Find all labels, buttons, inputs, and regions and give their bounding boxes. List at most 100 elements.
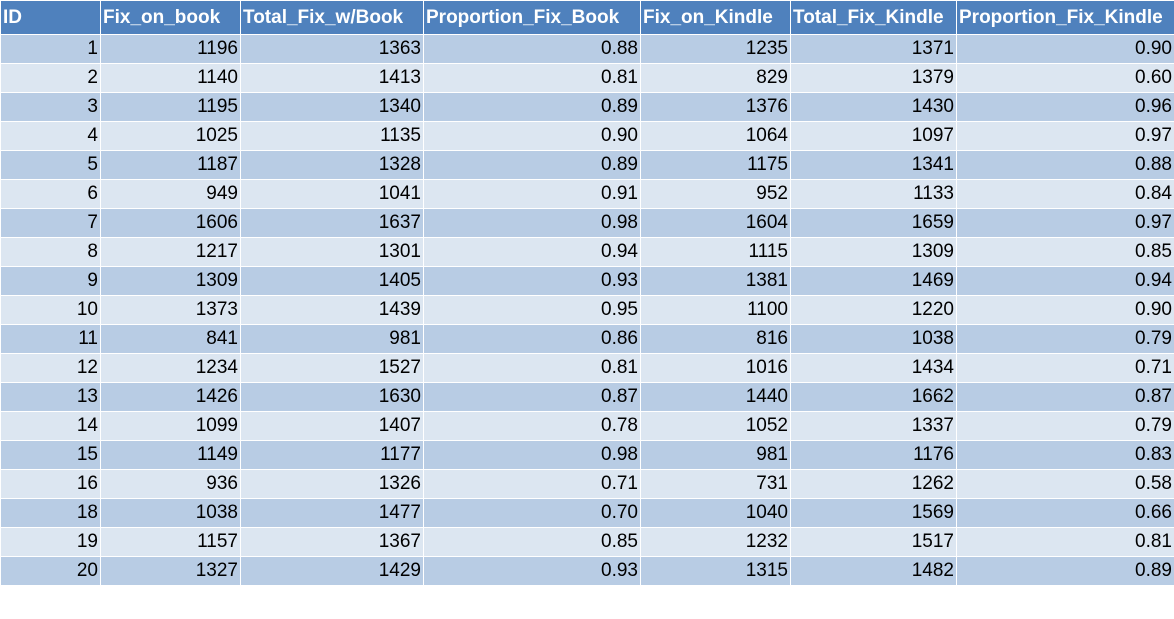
table-cell: 2 xyxy=(0,63,101,93)
table-cell: 14 xyxy=(0,411,101,441)
table-cell: 1135 xyxy=(240,121,424,151)
table-cell: 6 xyxy=(0,179,101,209)
table-cell: 1301 xyxy=(240,237,424,267)
table-cell: 1025 xyxy=(100,121,241,151)
table-cell: 1376 xyxy=(640,92,791,122)
table-cell: 1115 xyxy=(640,237,791,267)
table-cell: 1097 xyxy=(790,121,957,151)
header-cell: Fix_on_Kindle xyxy=(640,0,791,35)
table-cell: 1175 xyxy=(640,150,791,180)
table-cell: 1430 xyxy=(790,92,957,122)
header-cell: Proportion_Fix_Book xyxy=(423,0,641,35)
table-cell: 0.85 xyxy=(423,527,641,557)
table-cell: 949 xyxy=(100,179,241,209)
table-cell: 0.88 xyxy=(956,150,1174,180)
table-cell: 0.89 xyxy=(956,556,1174,586)
table-cell: 1604 xyxy=(640,208,791,238)
table-cell: 0.93 xyxy=(423,266,641,296)
table-cell: 0.70 xyxy=(423,498,641,528)
table-cell: 1149 xyxy=(100,440,241,470)
table-cell: 1569 xyxy=(790,498,957,528)
table-cell: 0.98 xyxy=(423,440,641,470)
table-cell: 0.93 xyxy=(423,556,641,586)
table-cell: 0.66 xyxy=(956,498,1174,528)
table-row: 10 1373 1439 0.95 1100 1220 0.90 xyxy=(0,295,1174,325)
table-cell: 1328 xyxy=(240,150,424,180)
table-cell: 1040 xyxy=(640,498,791,528)
table-cell: 11 xyxy=(0,324,101,354)
table-row: 14 1099 1407 0.78 1052 1337 0.79 xyxy=(0,411,1174,441)
table-row: 7 1606 1637 0.98 1604 1659 0.97 xyxy=(0,208,1174,238)
table-cell: 0.97 xyxy=(956,208,1174,238)
table-cell: 731 xyxy=(640,469,791,499)
table-row: 15 1149 1177 0.98 981 1176 0.83 xyxy=(0,440,1174,470)
table-cell: 1232 xyxy=(640,527,791,557)
table-row: 1 1196 1363 0.88 1235 1371 0.90 xyxy=(0,34,1174,64)
table-cell: 1326 xyxy=(240,469,424,499)
table-cell: 0.71 xyxy=(956,353,1174,383)
table-cell: 1038 xyxy=(790,324,957,354)
table-cell: 1234 xyxy=(100,353,241,383)
header-cell: ID xyxy=(0,0,101,35)
table-cell: 1379 xyxy=(790,63,957,93)
table-cell: 12 xyxy=(0,353,101,383)
table-cell: 1038 xyxy=(100,498,241,528)
table-cell: 0.87 xyxy=(956,382,1174,412)
table-cell: 0.97 xyxy=(956,121,1174,151)
table-row: 5 1187 1328 0.89 1175 1341 0.88 xyxy=(0,150,1174,180)
table-cell: 0.78 xyxy=(423,411,641,441)
table-row: 2 1140 1413 0.81 829 1379 0.60 xyxy=(0,63,1174,93)
table-row: 3 1195 1340 0.89 1376 1430 0.96 xyxy=(0,92,1174,122)
table-cell: 9 xyxy=(0,266,101,296)
table-cell: 1517 xyxy=(790,527,957,557)
table-cell: 1373 xyxy=(100,295,241,325)
table-cell: 7 xyxy=(0,208,101,238)
table-cell: 0.58 xyxy=(956,469,1174,499)
table-cell: 1099 xyxy=(100,411,241,441)
table-cell: 0.98 xyxy=(423,208,641,238)
table-cell: 0.96 xyxy=(956,92,1174,122)
table-cell: 0.89 xyxy=(423,150,641,180)
table-cell: 1 xyxy=(0,34,101,64)
table-cell: 0.79 xyxy=(956,411,1174,441)
table-cell: 1407 xyxy=(240,411,424,441)
table-cell: 1064 xyxy=(640,121,791,151)
table-cell: 981 xyxy=(640,440,791,470)
table-cell: 1133 xyxy=(790,179,957,209)
table-cell: 1662 xyxy=(790,382,957,412)
table-row: 13 1426 1630 0.87 1440 1662 0.87 xyxy=(0,382,1174,412)
header-cell: Proportion_Fix_Kindle xyxy=(956,0,1174,35)
table-cell: 952 xyxy=(640,179,791,209)
table-cell: 20 xyxy=(0,556,101,586)
table-cell: 0.87 xyxy=(423,382,641,412)
table-cell: 1309 xyxy=(790,237,957,267)
table-cell: 1315 xyxy=(640,556,791,586)
table-cell: 8 xyxy=(0,237,101,267)
table-cell: 1196 xyxy=(100,34,241,64)
table-cell: 1371 xyxy=(790,34,957,64)
table-row: 11 841 981 0.86 816 1038 0.79 xyxy=(0,324,1174,354)
table-cell: 1477 xyxy=(240,498,424,528)
table-cell: 1176 xyxy=(790,440,957,470)
table-cell: 0.95 xyxy=(423,295,641,325)
table-cell: 1220 xyxy=(790,295,957,325)
table-cell: 1157 xyxy=(100,527,241,557)
table-row: 18 1038 1477 0.70 1040 1569 0.66 xyxy=(0,498,1174,528)
table-row: 16 936 1326 0.71 731 1262 0.58 xyxy=(0,469,1174,499)
data-table: ID Fix_on_book Total_Fix_w/Book Proportion_… xyxy=(0,0,1174,586)
table-cell: 1195 xyxy=(100,92,241,122)
table-cell: 0.81 xyxy=(423,63,641,93)
table-row: 4 1025 1135 0.90 1064 1097 0.97 xyxy=(0,121,1174,151)
table-cell: 13 xyxy=(0,382,101,412)
table-cell: 0.94 xyxy=(423,237,641,267)
table-cell: 0.83 xyxy=(956,440,1174,470)
table-cell: 1217 xyxy=(100,237,241,267)
table-cell: 0.85 xyxy=(956,237,1174,267)
table-cell: 981 xyxy=(240,324,424,354)
table-cell: 16 xyxy=(0,469,101,499)
table-cell: 0.91 xyxy=(423,179,641,209)
header-cell: Total_Fix_Kindle xyxy=(790,0,957,35)
table-cell: 0.60 xyxy=(956,63,1174,93)
table-cell: 0.90 xyxy=(956,34,1174,64)
